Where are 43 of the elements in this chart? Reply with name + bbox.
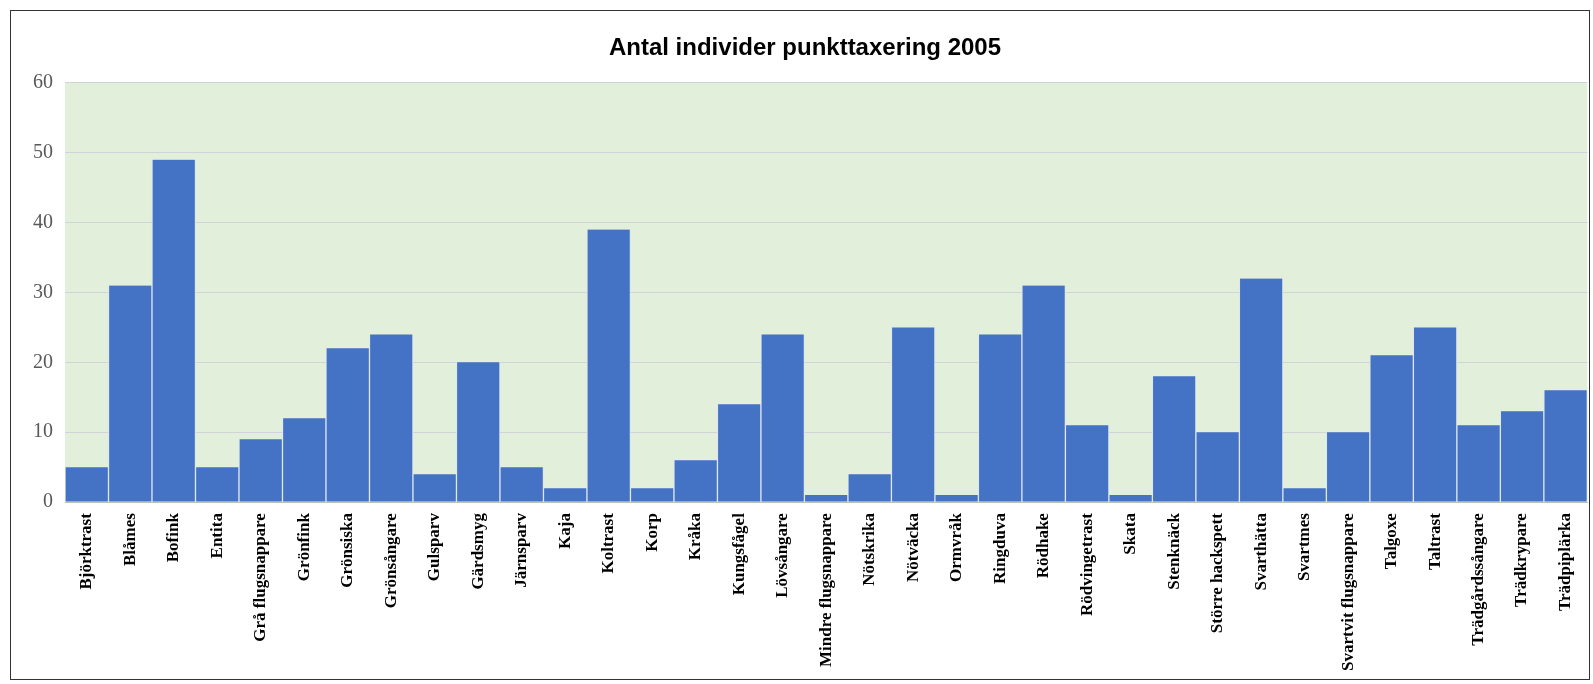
x-tick-label: Grönsiska [337,512,357,588]
x-tick-label: Järnsparv [511,512,531,588]
x-tick-label: Trädgårdssångare [1468,512,1487,646]
x-tick-label: Taltrast [1424,512,1444,571]
x-tick-label: Koltrast [598,512,618,574]
x-tick-label: Rödvingetrast [1076,512,1096,617]
y-tick-label: 50 [33,139,53,162]
y-tick-label: 0 [43,489,53,512]
chart-title: Antal individer punkttaxering 2005 [608,33,1002,61]
x-tick-label: Ormvråk [946,512,966,583]
x-tick-label: Mindre flugsnappare [815,512,835,667]
x-tick-label: Svartvit flugsnappare [1337,512,1357,672]
x-tick-label: Kungsfågel [728,512,748,596]
x-tick-label: Trädkrypare [1511,512,1531,607]
y-tick-label: 20 [33,349,53,372]
x-tick-label: Ringduva [989,512,1009,584]
x-tick-label: Kråka [685,512,705,561]
x-tick-label: Grönfink [293,512,313,582]
x-tick-label: Nötväcka [902,512,922,583]
x-tick-label: Rödhake [1033,512,1053,579]
x-tick-label: Gärdsmyg [467,512,487,590]
x-tick-label: Grå flugsnappare [250,512,270,642]
x-tick-label: Kaja [554,512,574,549]
y-tick-label: 60 [33,70,53,93]
x-tick-label: Svartmes [1294,512,1314,582]
y-tick-label: 40 [33,209,53,232]
x-tick-label: Stenknäck [1163,512,1183,590]
x-tick-label: Gulsparv [424,512,444,582]
x-tick-label: Korp [641,513,661,552]
y-tick-label: 10 [33,419,53,442]
x-tick-label: Trädpiplärka [1554,512,1574,612]
x-tick-label: Svarthätta [1250,512,1270,591]
x-tick-label: Blåmes [119,512,139,566]
x-tick-label: Talgoxe [1381,512,1401,570]
x-tick-label: Skata [1120,512,1140,555]
x-tick-label: Grönsångare [380,512,400,609]
x-tick-label: Entita [206,512,226,559]
x-tick-label: Nötskrika [859,512,879,586]
y-tick-label: 30 [33,279,53,302]
x-tick-label: Bofink [163,512,183,563]
x-tick-label: Större hackspett [1207,512,1227,634]
x-tick-label: Lövsångare [772,512,792,598]
x-tick-label: Björktrast [76,512,96,590]
